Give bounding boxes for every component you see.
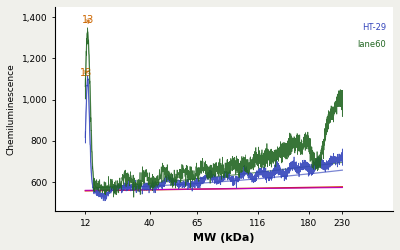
Text: HT-29: HT-29 [362, 23, 386, 32]
Text: 13: 13 [82, 16, 94, 26]
Text: *: * [83, 68, 89, 81]
Text: lane60: lane60 [358, 40, 386, 48]
X-axis label: MW (kDa): MW (kDa) [193, 233, 255, 243]
Text: 13: 13 [80, 68, 92, 78]
Text: *: * [84, 16, 91, 30]
Y-axis label: Chemiluminescence: Chemiluminescence [7, 63, 16, 155]
